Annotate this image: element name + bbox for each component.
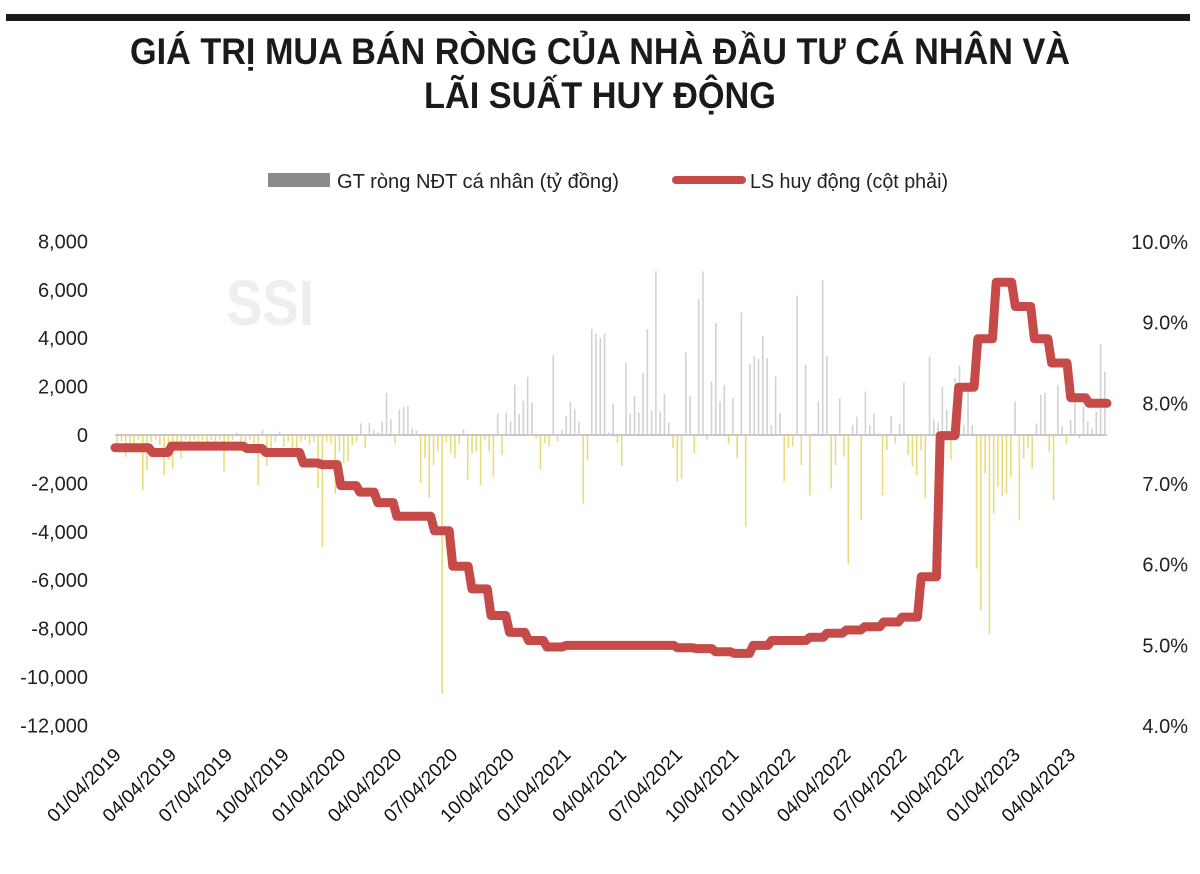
y-left-tick-label: -4,000	[31, 522, 88, 544]
y-left-tick-label: 6,000	[38, 280, 88, 302]
legend-bar-swatch	[268, 173, 330, 187]
y-right-tick-label: 6.0%	[1142, 555, 1188, 577]
y-right-tick-label: 8.0%	[1142, 393, 1188, 415]
rate-line	[110, 277, 1112, 658]
y-left-tick-label: 8,000	[38, 231, 88, 253]
chart-title-line-2: LÃI SUẤT HUY ĐỘNG	[424, 74, 776, 116]
legend-bar-label: GT ròng NĐT cá nhân (tỷ đồng)	[337, 171, 619, 193]
y-right-tick-label: 9.0%	[1142, 313, 1188, 335]
y-right-tick-label: 10.0%	[1131, 232, 1188, 254]
y-left-tick-label: 2,000	[38, 377, 88, 399]
y-left-tick-label: 4,000	[38, 328, 88, 350]
y-left-tick-label: -10,000	[20, 667, 88, 689]
y-right-tick-label: 7.0%	[1142, 474, 1188, 496]
y-axis-right: 10.0% 9.0% 8.0% 7.0% 6.0% 5.0% 4.0%	[1131, 232, 1188, 738]
top-rule	[6, 14, 1190, 21]
legend: GT ròng NĐT cá nhân (tỷ đồng) LS huy độn…	[268, 171, 948, 193]
y-right-tick-label: 5.0%	[1142, 635, 1188, 657]
y-left-tick-label: -12,000	[20, 715, 88, 737]
y-axis-left: 8,000 6,000 4,000 2,000 0 -2,000 -4,000 -6,000 -…	[20, 231, 88, 737]
chart-title-line-1: GIÁ TRỊ MUA BÁN RÒNG CỦA NHÀ ĐẦU TƯ CÁ N…	[130, 30, 1070, 72]
x-axis: 01/04/201904/04/201907/04/201910/04/2019…	[44, 745, 1080, 827]
watermark-ssi: SSI	[226, 267, 314, 339]
legend-line-label: LS huy động (cột phải)	[750, 171, 948, 193]
y-left-tick-label: -8,000	[31, 619, 88, 641]
y-left-tick-label: 0	[77, 425, 88, 447]
y-left-tick-label: -2,000	[31, 473, 88, 495]
y-right-tick-label: 4.0%	[1142, 716, 1188, 738]
y-left-tick-label: -6,000	[31, 570, 88, 592]
